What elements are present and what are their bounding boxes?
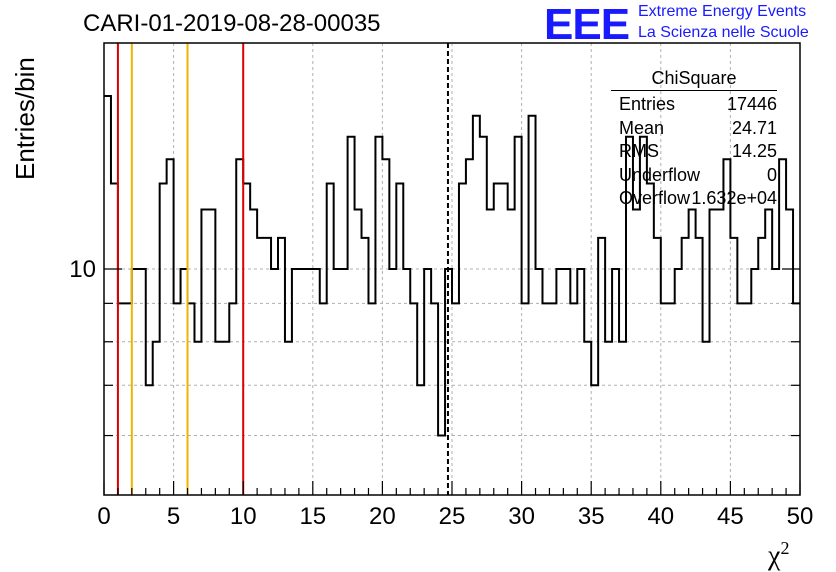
x-tick-label: 20 bbox=[369, 503, 396, 530]
x-axis-ticks: 0 5 10 15 20 25 30 35 40 45 50 bbox=[97, 481, 813, 530]
y-axis-ticks: 10 bbox=[69, 256, 800, 437]
stats-value: 17446 bbox=[726, 94, 777, 114]
y-tick-label: 10 bbox=[69, 256, 96, 283]
histogram-line bbox=[104, 94, 800, 437]
stats-value: 14.25 bbox=[731, 141, 777, 161]
x-tick-label: 15 bbox=[299, 503, 326, 530]
x-tick-label: 30 bbox=[508, 503, 535, 530]
stats-row-entries: Entries 17446 bbox=[611, 93, 777, 117]
stats-value: 0 bbox=[766, 164, 777, 185]
logo-line-1: Extreme Energy Events bbox=[638, 3, 807, 20]
x-tick-label: 50 bbox=[787, 503, 814, 530]
eee-logo: EEE bbox=[544, 0, 630, 49]
y-axis-label: Entries/bin bbox=[10, 57, 40, 180]
stats-value: 1.632e+04 bbox=[691, 188, 777, 208]
x-tick-label: 5 bbox=[167, 503, 180, 530]
x-axis-label: χ2 bbox=[768, 538, 789, 572]
x-axis-label-sup: 2 bbox=[780, 538, 790, 558]
x-tick-label: 10 bbox=[230, 503, 257, 530]
x-tick-label: 40 bbox=[647, 503, 674, 530]
stats-box-title: ChiSquare bbox=[611, 68, 777, 91]
reference-lines bbox=[116, 43, 449, 495]
stats-label: Underflow bbox=[619, 164, 701, 185]
chart-title: CARI-01-2019-08-28-00035 bbox=[83, 10, 381, 37]
x-tick-label: 45 bbox=[717, 503, 744, 530]
stats-row-mean: Mean 24.71 bbox=[611, 117, 777, 141]
stats-label: Mean bbox=[619, 117, 665, 138]
stats-row-rms: RMS 14.25 bbox=[611, 140, 777, 164]
stats-value: 24.71 bbox=[731, 117, 777, 138]
stats-box: ChiSquare Entries 17446 Mean 24.71 RMS 14.2… bbox=[611, 68, 777, 211]
x-tick-label: 25 bbox=[439, 503, 466, 530]
stats-label: RMS bbox=[619, 141, 659, 161]
x-tick-label: 35 bbox=[578, 503, 605, 530]
stats-label: Entries bbox=[619, 94, 676, 114]
x-axis-label-base: χ bbox=[768, 540, 781, 572]
stats-label: Overflow bbox=[619, 188, 691, 208]
stats-row-underflow: Underflow 0 bbox=[611, 164, 777, 188]
logo-line-2: La Scienza nelle Scuole bbox=[638, 24, 809, 41]
stats-row-overflow: Overflow 1.632e+04 bbox=[611, 187, 777, 211]
x-tick-label: 0 bbox=[97, 503, 110, 530]
histogram-series bbox=[104, 94, 800, 437]
